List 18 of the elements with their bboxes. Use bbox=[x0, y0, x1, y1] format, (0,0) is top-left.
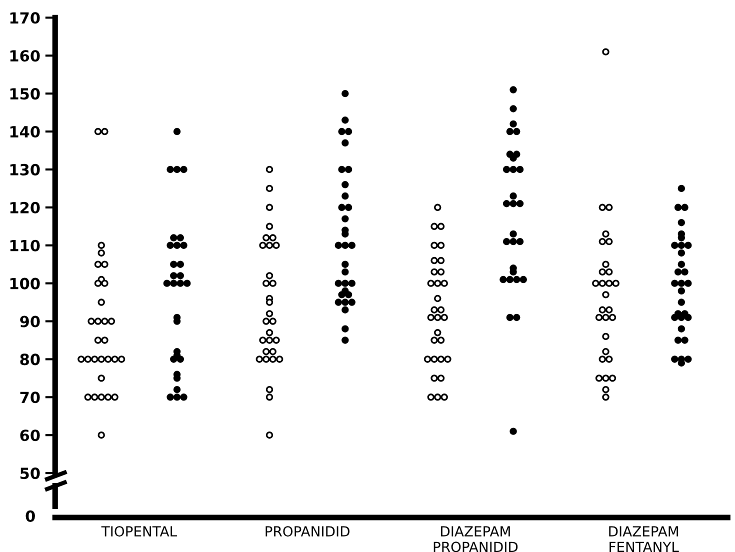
y-tick-label: 100 bbox=[10, 278, 40, 290]
y-tick-label: 140 bbox=[10, 126, 40, 138]
y-tick-label: 50 bbox=[20, 468, 40, 480]
x-tick-label: PROPANIDID bbox=[266, 526, 350, 537]
y-tick-label: 120 bbox=[10, 202, 40, 214]
y-tick-label: 90 bbox=[20, 316, 40, 328]
y-tick-label: 70 bbox=[20, 392, 40, 404]
x-tick-label: DIAZEPAM FENTANYL bbox=[609, 526, 679, 552]
y-tick-label: 150 bbox=[10, 88, 40, 100]
y-tick-label: 60 bbox=[20, 430, 40, 442]
x-tick-label: DIAZEPAM PROPANIDID bbox=[434, 526, 518, 552]
text: 0 bbox=[26, 510, 35, 522]
y-tick-label: 110 bbox=[10, 240, 40, 252]
x-tick-label: TIOPENTAL bbox=[101, 526, 177, 537]
y-tick-label: 80 bbox=[20, 354, 40, 366]
y-tick-label: 170 bbox=[10, 12, 40, 24]
y-tick-label: 160 bbox=[10, 50, 40, 62]
y-tick-label: 130 bbox=[10, 164, 40, 176]
